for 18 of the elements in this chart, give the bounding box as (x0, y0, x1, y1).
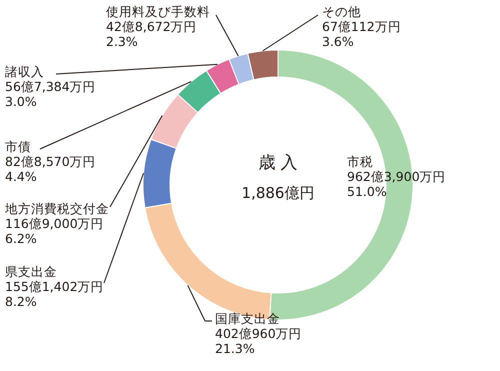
text: 歳 入 (258, 153, 298, 173)
data-label: 116億9,000万円 6.2% (5, 216, 104, 246)
data-label: 155億1,402万円 8.2% (5, 279, 104, 309)
slice-label: 地方消費税交付金 (4, 201, 109, 216)
slice-label: 市債 (5, 139, 31, 154)
slice-label: 市税 (347, 154, 373, 169)
data-label: 82億8,570万円 4.4% (5, 154, 96, 184)
text: 1,886億円 (242, 184, 314, 202)
data-label: 56億7,384万円 3.0% (5, 79, 96, 109)
data-label: 67億112万円 3.6% (322, 19, 401, 49)
slice-label: 国庫支出金 (215, 311, 280, 326)
data-label: 42億8,672万円 2.3% (106, 19, 197, 49)
slice-label: 諸収入 (5, 64, 44, 79)
slice-label: 県支出金 (5, 264, 57, 279)
slice-label: 使用料及び手数料 (106, 4, 210, 19)
data-label: 962億3,900万円 51.0% (347, 169, 446, 199)
data-label: 402億960万円 21.3% (215, 326, 302, 356)
slice-label: その他 (322, 4, 361, 19)
